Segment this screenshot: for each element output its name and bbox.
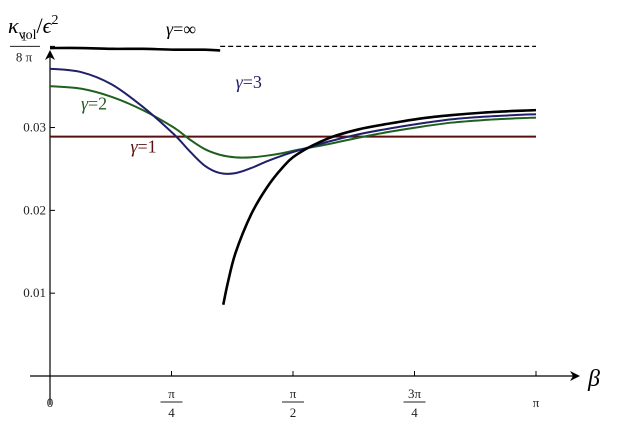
x-tick-label: π2 xyxy=(282,386,304,420)
series-line-γ=3 xyxy=(49,67,537,175)
x-axis-title: β xyxy=(587,366,600,392)
y-tick-label: 18 π xyxy=(10,28,40,64)
y-tick-label: 0.01 xyxy=(23,285,46,300)
x-tick-label: π4 xyxy=(160,386,183,420)
svg-text:4: 4 xyxy=(168,405,175,420)
series-line-γ=2 xyxy=(49,85,537,159)
y-tick-label: 0.03 xyxy=(23,120,46,135)
svg-text:8 π: 8 π xyxy=(16,49,33,64)
axes xyxy=(30,50,580,405)
x-tick-label: 3π4 xyxy=(403,386,426,420)
y-tick-label: 0.02 xyxy=(23,202,46,217)
series-label: γ=2 xyxy=(81,93,107,113)
series-line-γ=∞ xyxy=(221,108,537,306)
svg-text:4: 4 xyxy=(411,405,418,420)
labels-group: γ=∞ γ=3 γ=2 γ=1 xyxy=(81,19,262,157)
svg-text:3π: 3π xyxy=(408,386,422,401)
svg-text:1: 1 xyxy=(21,28,28,43)
y-axis-title: κvol/ϵ2 xyxy=(8,13,58,43)
x-tick-label: 0 xyxy=(47,395,54,410)
x-tick-label: π xyxy=(533,395,540,410)
svg-text:π: π xyxy=(168,386,175,401)
svg-text:2: 2 xyxy=(290,405,297,420)
series-group xyxy=(49,46,537,306)
series-label: γ=3 xyxy=(236,72,262,92)
svg-text:π: π xyxy=(290,386,297,401)
series-label: γ=∞ xyxy=(166,19,196,39)
series-line-γ=∞ xyxy=(49,46,221,52)
series-label: γ=1 xyxy=(130,136,156,156)
